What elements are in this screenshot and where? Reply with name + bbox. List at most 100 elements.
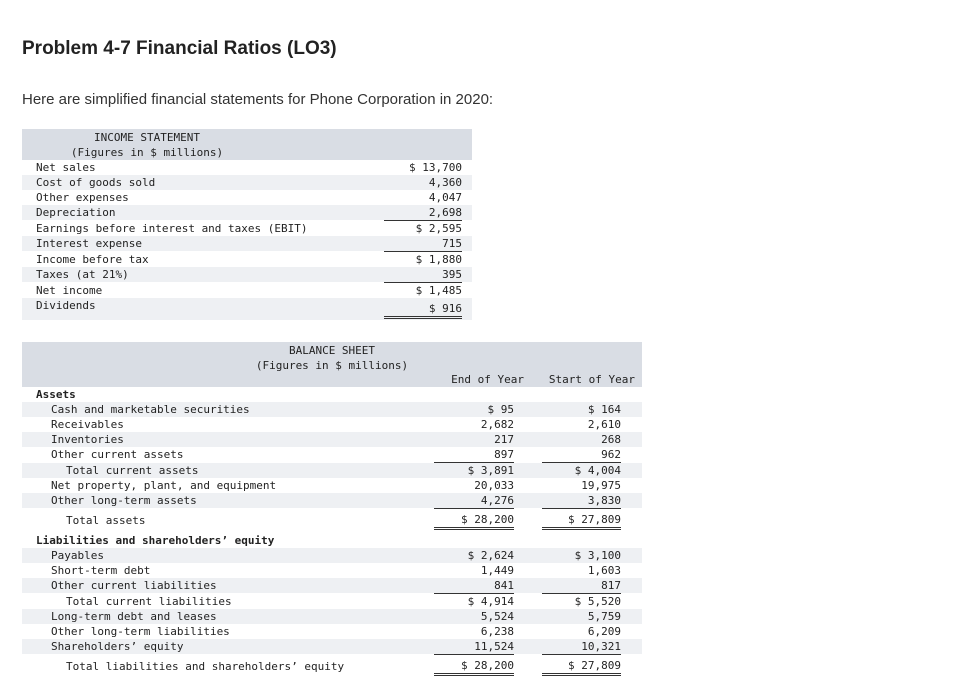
section-label-liabilities: Liabilities and shareholders’ equity bbox=[36, 534, 275, 547]
balance-row-end: 11,524 bbox=[434, 639, 514, 655]
balance-row: Long-term debt and leases 5,524 5,759 bbox=[22, 609, 642, 624]
balance-row-start: 962 bbox=[542, 447, 621, 463]
balance-row-end: $ 95 bbox=[487, 403, 515, 416]
balance-row-start: 5,759 bbox=[587, 610, 621, 623]
income-row-value: $ 916 bbox=[384, 301, 462, 319]
balance-row-start: $ 164 bbox=[587, 403, 621, 416]
balance-row-start: 1,603 bbox=[587, 564, 621, 577]
balance-row-end: 841 bbox=[434, 578, 514, 594]
income-row-label: Income before tax bbox=[36, 253, 149, 266]
section-label-assets: Assets bbox=[36, 388, 76, 401]
balance-row: Total liabilities and shareholders’ equi… bbox=[22, 655, 642, 679]
income-row-value: 395 bbox=[384, 267, 462, 283]
balance-row-label: Long-term debt and leases bbox=[51, 610, 217, 623]
balance-row: Receivables 2,682 2,610 bbox=[22, 417, 642, 432]
balance-row-start: 6,209 bbox=[587, 625, 621, 638]
balance-row-end: $ 28,200 bbox=[434, 658, 514, 676]
balance-row-end: 217 bbox=[494, 433, 514, 446]
balance-row-end: 2,682 bbox=[480, 418, 514, 431]
balance-row-end: 6,238 bbox=[480, 625, 514, 638]
balance-row-start: $ 5,520 bbox=[574, 595, 621, 608]
income-row: Net income $ 1,485 bbox=[22, 283, 472, 298]
balance-row-label: Cash and marketable securities bbox=[51, 403, 250, 416]
balance-row-start: 3,830 bbox=[542, 493, 621, 509]
balance-row-label: Total liabilities and shareholders’ equi… bbox=[66, 660, 345, 673]
balance-row-label: Other long-term liabilities bbox=[51, 625, 230, 638]
balance-row-end: 1,449 bbox=[480, 564, 514, 577]
problem-title: Problem 4-7 Financial Ratios (LO3) bbox=[22, 38, 337, 59]
balance-row-label: Net property, plant, and equipment bbox=[51, 479, 277, 492]
balance-row: Short-term debt 1,449 1,603 bbox=[22, 563, 642, 578]
balance-row-end: $ 28,200 bbox=[434, 512, 514, 530]
balance-row-end: $ 3,891 bbox=[467, 464, 514, 477]
balance-row-start: 19,975 bbox=[581, 479, 621, 492]
balance-row: Net property, plant, and equipment 20,03… bbox=[22, 478, 642, 493]
balance-row: Total assets $ 28,200 $ 27,809 bbox=[22, 509, 642, 531]
income-row-label: Net income bbox=[36, 284, 103, 297]
balance-row-label: Other current assets bbox=[51, 448, 184, 461]
income-row: Net sales $ 13,700 bbox=[22, 160, 472, 175]
income-subheading: (Figures in $ millions) bbox=[70, 146, 224, 159]
balance-row-start: 2,610 bbox=[587, 418, 621, 431]
income-row-value: $ 1,880 bbox=[415, 253, 462, 266]
income-heading: INCOME STATEMENT bbox=[94, 131, 200, 144]
balance-row-start: $ 27,809 bbox=[542, 658, 621, 676]
balance-row: Other long-term assets 4,276 3,830 bbox=[22, 493, 642, 509]
balance-header: BALANCE SHEET (Figures in $ millions) En… bbox=[22, 342, 642, 387]
income-row: Depreciation 2,698 bbox=[22, 205, 472, 221]
balance-row-end: 897 bbox=[434, 447, 514, 463]
balance-row: Payables $ 2,624 $ 3,100 bbox=[22, 548, 642, 563]
income-row-label: Interest expense bbox=[36, 237, 142, 250]
intro-text: Here are simplified financial statements… bbox=[22, 91, 494, 108]
income-row-label: Cost of goods sold bbox=[36, 176, 156, 189]
col-start-of-year: Start of Year bbox=[548, 373, 635, 386]
balance-row-start: $ 27,809 bbox=[542, 512, 621, 530]
balance-row-start: $ 3,100 bbox=[574, 549, 621, 562]
income-row-value: $ 1,485 bbox=[415, 284, 462, 297]
balance-row-start: 268 bbox=[601, 433, 621, 446]
balance-row-label: Total current liabilities bbox=[66, 595, 232, 608]
balance-row-start: 817 bbox=[542, 578, 621, 594]
income-row: Other expenses 4,047 bbox=[22, 190, 472, 205]
income-row-label: Net sales bbox=[36, 161, 96, 174]
balance-row-label: Short-term debt bbox=[51, 564, 151, 577]
income-row: Taxes (at 21%) 395 bbox=[22, 267, 472, 283]
income-row-label: Taxes (at 21%) bbox=[36, 268, 129, 281]
income-row-value: 2,698 bbox=[384, 205, 462, 221]
income-row-value: 4,360 bbox=[428, 176, 462, 189]
balance-heading: BALANCE SHEET bbox=[288, 344, 376, 357]
balance-subheading: (Figures in $ millions) bbox=[255, 359, 409, 372]
balance-row-label: Receivables bbox=[51, 418, 124, 431]
balance-row: Total current liabilities $ 4,914 $ 5,52… bbox=[22, 594, 642, 609]
income-header: INCOME STATEMENT (Figures in $ millions) bbox=[22, 129, 472, 160]
col-end-of-year: End of Year bbox=[451, 373, 524, 386]
balance-row-label: Shareholders’ equity bbox=[51, 640, 184, 653]
income-row-value: $ 13,700 bbox=[409, 161, 462, 174]
balance-row: Total current assets $ 3,891 $ 4,004 bbox=[22, 463, 642, 478]
balance-row-end: $ 4,914 bbox=[467, 595, 514, 608]
balance-row-label: Total current assets bbox=[66, 464, 199, 477]
income-statement-table: INCOME STATEMENT (Figures in $ millions)… bbox=[22, 129, 472, 321]
balance-row-end: $ 2,624 bbox=[467, 549, 514, 562]
balance-row-label: Inventories bbox=[51, 433, 124, 446]
income-row: Cost of goods sold 4,360 bbox=[22, 175, 472, 190]
balance-row: Other long-term liabilities 6,238 6,209 bbox=[22, 624, 642, 639]
income-row: Interest expense 715 bbox=[22, 236, 472, 252]
balance-row: Other current assets 897 962 bbox=[22, 447, 642, 463]
balance-row-label: Other long-term assets bbox=[51, 494, 197, 507]
income-row-label: Other expenses bbox=[36, 191, 129, 204]
balance-row-end: 4,276 bbox=[434, 493, 514, 509]
income-row-label: Depreciation bbox=[36, 206, 116, 219]
income-row: Dividends $ 916 bbox=[22, 298, 472, 320]
income-row: Earnings before interest and taxes (EBIT… bbox=[22, 221, 472, 236]
income-row-label: Earnings before interest and taxes (EBIT… bbox=[36, 222, 308, 235]
balance-row: Other current liabilities 841 817 bbox=[22, 578, 642, 594]
income-row-value: 4,047 bbox=[428, 191, 462, 204]
income-row-value: 715 bbox=[384, 236, 462, 252]
balance-row-label: Other current liabilities bbox=[51, 579, 217, 592]
balance-row-end: 5,524 bbox=[480, 610, 514, 623]
balance-row-end: 20,033 bbox=[474, 479, 514, 492]
income-row-value: $ 2,595 bbox=[415, 222, 462, 235]
income-row-label: Dividends bbox=[36, 299, 96, 312]
balance-row: Inventories 217 268 bbox=[22, 432, 642, 447]
